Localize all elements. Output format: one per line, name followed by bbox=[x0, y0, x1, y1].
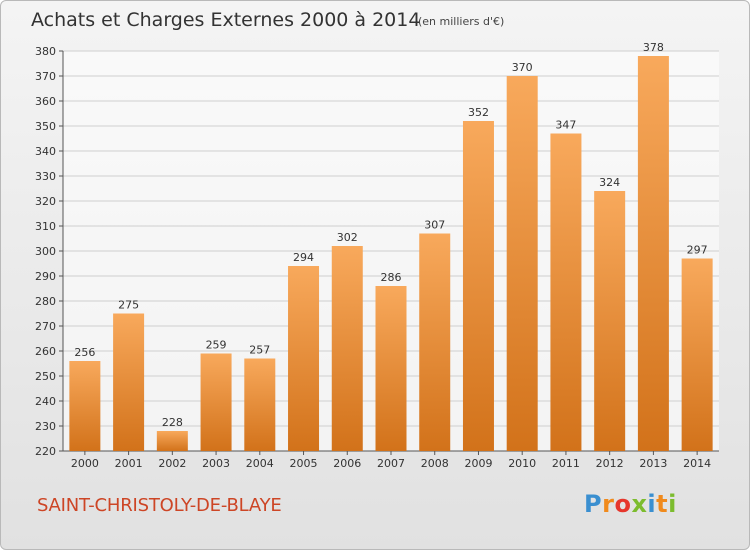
y-tick-label: 260 bbox=[35, 345, 56, 358]
y-tick-label: 330 bbox=[35, 170, 56, 183]
x-tick-label: 2004 bbox=[246, 457, 274, 470]
y-tick-label: 250 bbox=[35, 370, 56, 383]
y-tick-label: 280 bbox=[35, 295, 56, 308]
data-label: 370 bbox=[512, 61, 533, 74]
data-label: 228 bbox=[162, 416, 183, 429]
y-tick-label: 320 bbox=[35, 195, 56, 208]
x-tick-label: 2002 bbox=[158, 457, 186, 470]
x-tick-label: 2010 bbox=[508, 457, 536, 470]
logo-letter: t bbox=[656, 490, 669, 518]
x-tick-label: 2012 bbox=[596, 457, 624, 470]
data-label: 259 bbox=[206, 339, 227, 352]
data-label: 257 bbox=[249, 344, 270, 357]
bar bbox=[681, 258, 713, 451]
data-label: 297 bbox=[687, 244, 708, 257]
proxiti-logo: Proxiti bbox=[584, 490, 677, 518]
x-tick-label: 2014 bbox=[683, 457, 711, 470]
bar bbox=[594, 191, 626, 451]
bar bbox=[331, 246, 363, 451]
x-tick-label: 2013 bbox=[639, 457, 667, 470]
data-label: 378 bbox=[643, 41, 664, 54]
data-label: 302 bbox=[337, 231, 358, 244]
bar bbox=[375, 286, 407, 451]
x-tick-label: 2011 bbox=[552, 457, 580, 470]
bar bbox=[244, 358, 276, 451]
logo-letter: i bbox=[647, 490, 657, 518]
y-tick-label: 380 bbox=[35, 45, 56, 58]
x-tick-label: 2000 bbox=[71, 457, 99, 470]
bar bbox=[200, 353, 232, 451]
x-tick-label: 2007 bbox=[377, 457, 405, 470]
bar bbox=[550, 133, 582, 451]
bar bbox=[156, 431, 188, 451]
data-label: 275 bbox=[118, 299, 139, 312]
y-tick-label: 290 bbox=[35, 270, 56, 283]
x-tick-label: 2001 bbox=[115, 457, 143, 470]
logo-letter: r bbox=[602, 490, 615, 518]
x-tick-label: 2008 bbox=[421, 457, 449, 470]
x-tick-label: 2006 bbox=[333, 457, 361, 470]
chart-title: Achats et Charges Externes 2000 à 2014 bbox=[31, 9, 421, 31]
y-tick-label: 240 bbox=[35, 395, 56, 408]
logo-letter: o bbox=[614, 490, 632, 518]
logo-letter: i bbox=[668, 490, 677, 518]
bar bbox=[69, 361, 101, 451]
x-tick-label: 2003 bbox=[202, 457, 230, 470]
data-label: 347 bbox=[555, 119, 576, 132]
chart-subtitle: (en milliers d'€) bbox=[418, 15, 505, 28]
logo-letter: x bbox=[631, 490, 648, 518]
y-tick-label: 310 bbox=[35, 220, 56, 233]
bar bbox=[637, 56, 669, 451]
x-tick-label: 2009 bbox=[464, 457, 492, 470]
y-tick-label: 360 bbox=[35, 95, 56, 108]
bar bbox=[113, 313, 145, 451]
data-label: 256 bbox=[74, 346, 95, 359]
logo-letter: P bbox=[584, 490, 603, 518]
data-label: 324 bbox=[599, 176, 620, 189]
data-label: 294 bbox=[293, 251, 314, 264]
bar bbox=[419, 233, 451, 451]
bar bbox=[462, 121, 494, 451]
y-tick-label: 270 bbox=[35, 320, 56, 333]
y-tick-label: 370 bbox=[35, 70, 56, 83]
data-label: 307 bbox=[424, 219, 445, 232]
y-tick-label: 340 bbox=[35, 145, 56, 158]
y-tick-label: 230 bbox=[35, 420, 56, 433]
x-tick-label: 2005 bbox=[290, 457, 318, 470]
bar bbox=[288, 266, 320, 451]
y-tick-label: 350 bbox=[35, 120, 56, 133]
commune-name: SAINT-CHRISTOLY-DE-BLAYE bbox=[37, 495, 282, 516]
data-label: 352 bbox=[468, 106, 489, 119]
y-tick-label: 220 bbox=[35, 445, 56, 458]
bar bbox=[506, 76, 538, 451]
y-tick-label: 300 bbox=[35, 245, 56, 258]
data-label: 286 bbox=[381, 271, 402, 284]
